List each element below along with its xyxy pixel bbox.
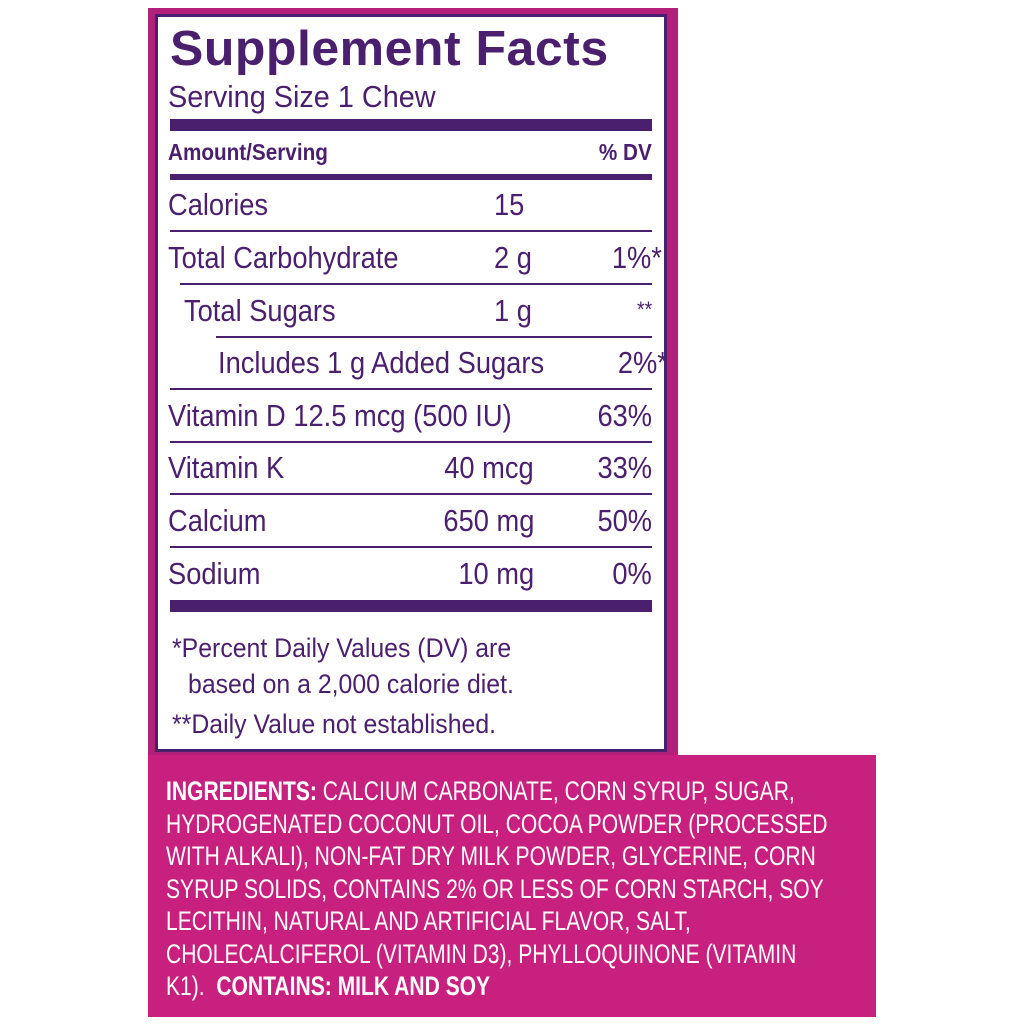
row-divider — [170, 388, 652, 390]
ingredients-line: K1). — [166, 971, 217, 1001]
nutrient-name: Vitamin D 12.5 mcg (500 IU) — [168, 398, 512, 433]
nutrient-dv: 50% — [597, 503, 652, 538]
nutrient-name: Includes 1 g Added Sugars — [218, 345, 545, 380]
row-divider — [170, 230, 652, 232]
ingredients-line: CHOLECALCIFEROL (VITAMIN D3), PHYLLOQUIN… — [166, 938, 797, 969]
row-divider — [170, 546, 652, 548]
nutrient-amount: 40 mcg — [444, 450, 534, 485]
ingredients-panel: INGREDIENTS: CALCIUM CARBONATE, CORN SYR… — [148, 755, 876, 1017]
panel-title: Supplement Facts — [170, 22, 609, 76]
footnote-dv: *Percent Daily Values (DV) are — [172, 633, 512, 663]
supplement-facts-panel: Supplement Facts Serving Size 1 Chew Amo… — [155, 14, 668, 752]
nutrient-name: Total Carbohydrate — [168, 240, 399, 275]
medium-divider — [170, 174, 652, 180]
nutrient-name: Calcium — [168, 503, 267, 538]
nutrient-name: Vitamin K — [168, 450, 285, 485]
ingredients-line: SYRUP SOLIDS, CONTAINS 2% OR LESS OF COR… — [166, 873, 824, 904]
nutrient-dv: ** — [636, 297, 652, 322]
footnote-not-established: **Daily Value not established. — [172, 709, 497, 739]
footnote-dv-cont: based on a 2,000 calorie diet. — [188, 669, 514, 699]
ingredients-label: INGREDIENTS: — [166, 776, 317, 806]
row-divider — [180, 283, 652, 285]
nutrient-name: Total Sugars — [184, 293, 336, 328]
ingredients-line: CALCIUM CARBONATE, CORN SYRUP, SUGAR, — [316, 776, 795, 806]
nutrient-amount: 2 g — [494, 240, 532, 275]
allergen-statement: CONTAINS: MILK AND SOY — [216, 971, 491, 1001]
thick-divider — [170, 600, 652, 612]
serving-size: Serving Size 1 Chew — [168, 79, 436, 114]
thick-divider — [170, 119, 652, 131]
ingredients-line: HYDROGENATED COCONUT OIL, COCOA POWDER (… — [166, 808, 828, 839]
ingredients-line: WITH ALKALI), NON-FAT DRY MILK POWDER, G… — [166, 841, 816, 871]
nutrient-dv: 33% — [597, 450, 652, 485]
nutrient-name: Calories — [168, 187, 269, 222]
header-dv: % DV — [599, 139, 652, 165]
row-divider — [170, 441, 652, 443]
nutrient-dv: 1%* — [611, 240, 662, 275]
header-amount: Amount/Serving — [168, 139, 328, 165]
ingredients-line: LECITHIN, NATURAL AND ARTIFICIAL FLAVOR,… — [166, 906, 691, 936]
nutrient-dv: 0% — [612, 556, 652, 591]
nutrient-amount: 1 g — [494, 293, 532, 328]
nutrient-dv: 2%* — [617, 345, 668, 380]
ingredients-text: INGREDIENTS: CALCIUM CARBONATE, CORN SYR… — [166, 775, 828, 1003]
nutrient-amount: 10 mg — [458, 556, 534, 591]
nutrient-amount: 650 mg — [443, 503, 534, 538]
nutrient-amount: 15 — [494, 187, 525, 222]
nutrient-name: Sodium — [168, 556, 261, 591]
row-divider — [216, 336, 652, 338]
row-divider — [170, 493, 652, 495]
nutrient-dv: 63% — [597, 398, 652, 433]
